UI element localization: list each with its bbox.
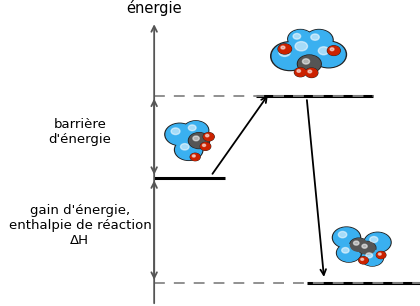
Circle shape (297, 70, 301, 72)
Circle shape (377, 252, 386, 258)
Circle shape (200, 143, 211, 150)
Circle shape (342, 248, 349, 253)
Circle shape (362, 250, 383, 265)
Circle shape (176, 140, 202, 159)
Circle shape (306, 69, 317, 77)
Circle shape (336, 244, 361, 262)
Circle shape (350, 239, 367, 251)
Circle shape (365, 233, 390, 252)
Circle shape (359, 257, 368, 263)
Circle shape (359, 242, 375, 254)
Circle shape (278, 44, 291, 54)
Circle shape (205, 134, 209, 137)
Circle shape (192, 155, 195, 157)
Circle shape (289, 30, 312, 48)
Circle shape (370, 237, 378, 243)
Circle shape (286, 35, 328, 66)
Circle shape (350, 238, 368, 252)
Circle shape (189, 133, 209, 148)
Circle shape (305, 68, 318, 77)
Circle shape (328, 46, 340, 55)
Circle shape (288, 29, 313, 48)
Circle shape (332, 227, 361, 248)
Circle shape (271, 42, 309, 71)
Circle shape (376, 252, 386, 259)
Text: énergie: énergie (126, 0, 182, 17)
Circle shape (364, 232, 391, 252)
Circle shape (294, 68, 306, 77)
Circle shape (318, 47, 329, 55)
Circle shape (312, 42, 345, 67)
Circle shape (166, 124, 193, 144)
Circle shape (272, 43, 308, 69)
Text: barrière
d'énergie: barrière d'énergie (48, 118, 111, 146)
Circle shape (361, 249, 383, 266)
Circle shape (366, 253, 373, 258)
Circle shape (184, 121, 207, 139)
Circle shape (278, 44, 291, 54)
Circle shape (362, 244, 367, 248)
Circle shape (295, 42, 307, 51)
Circle shape (183, 121, 209, 140)
Circle shape (328, 46, 340, 55)
Circle shape (201, 143, 210, 150)
Circle shape (288, 36, 326, 65)
Circle shape (361, 258, 364, 260)
Circle shape (175, 139, 203, 160)
Circle shape (171, 128, 180, 135)
Circle shape (311, 34, 319, 40)
Circle shape (279, 48, 290, 56)
Circle shape (358, 241, 376, 255)
Circle shape (193, 136, 199, 141)
Circle shape (297, 55, 321, 73)
Circle shape (165, 123, 194, 145)
Circle shape (354, 241, 359, 245)
Circle shape (281, 46, 285, 49)
Circle shape (203, 133, 214, 141)
Circle shape (189, 133, 210, 148)
Circle shape (181, 144, 189, 150)
Circle shape (298, 56, 320, 72)
Circle shape (330, 48, 334, 51)
Circle shape (204, 133, 214, 140)
Circle shape (191, 154, 200, 160)
Text: gain d'énergie,
enthalpie de réaction
ΔH: gain d'énergie, enthalpie de réaction ΔH (8, 204, 151, 247)
Circle shape (188, 125, 196, 131)
Circle shape (306, 30, 332, 50)
Circle shape (202, 144, 206, 147)
Circle shape (339, 231, 347, 238)
Circle shape (311, 41, 346, 68)
Circle shape (338, 244, 360, 261)
Circle shape (295, 68, 306, 76)
Circle shape (308, 70, 312, 73)
Circle shape (333, 228, 360, 247)
Circle shape (359, 257, 368, 264)
Circle shape (378, 253, 381, 255)
Circle shape (190, 153, 200, 161)
Circle shape (293, 33, 301, 39)
Circle shape (305, 29, 333, 50)
Circle shape (302, 59, 310, 64)
